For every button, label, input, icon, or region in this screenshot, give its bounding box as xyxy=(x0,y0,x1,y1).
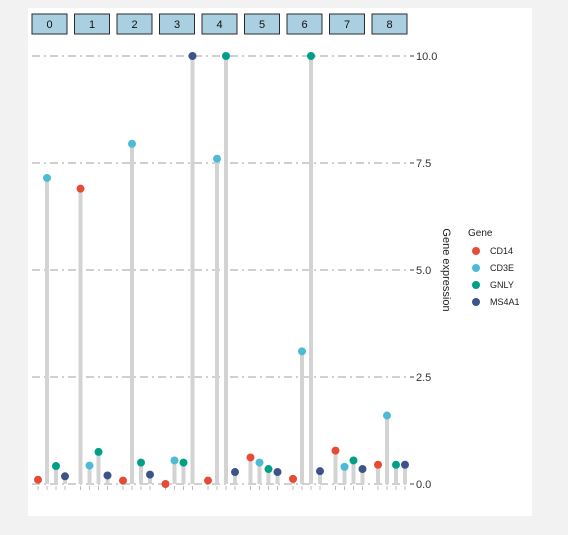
lollipop-point xyxy=(246,453,255,462)
facet-label: 6 xyxy=(301,19,307,31)
lollipop-point xyxy=(85,461,94,470)
lollipop-point xyxy=(76,184,85,193)
y-axis-title: Gene expression xyxy=(440,228,452,311)
facet-strip xyxy=(371,13,408,35)
facet-strip xyxy=(74,13,110,35)
lollipop-point xyxy=(273,468,282,477)
facet-label: 3 xyxy=(174,19,180,31)
legend-title: Gene xyxy=(468,228,493,239)
lollipop-point xyxy=(179,458,188,467)
facet-label: 4 xyxy=(216,19,222,31)
legend-swatch xyxy=(472,281,480,289)
lollipop-point xyxy=(43,173,51,182)
facet-strip xyxy=(329,13,365,35)
lollipop-point xyxy=(331,446,340,455)
legend-label: GNLY xyxy=(490,280,514,290)
lollipop-point xyxy=(264,465,273,474)
facet-strip xyxy=(244,13,280,35)
legend-label: MS4A1 xyxy=(490,297,520,307)
y-tick-label: 2.5 xyxy=(416,372,431,384)
lollipop-point xyxy=(255,458,264,467)
facet-label: 8 xyxy=(386,19,392,31)
lollipop-point xyxy=(231,468,239,477)
chart-panel: 0.0 2.5 5.0 7.5 10.0 Gene expression 0 1 2 3 4 5 6 7 8… xyxy=(28,8,532,516)
facet-strip xyxy=(31,13,68,35)
y-tick-label: 0.0 xyxy=(416,479,431,491)
lollipop-point xyxy=(103,471,112,480)
facet-strip xyxy=(201,13,238,35)
lollipop-point xyxy=(61,472,69,481)
lollipop-point xyxy=(316,467,324,476)
legend-label: CD3E xyxy=(490,263,514,273)
facet-label: 5 xyxy=(259,19,265,31)
facet-label: 1 xyxy=(89,19,95,31)
facet-strip xyxy=(116,13,153,35)
facet-strip xyxy=(159,13,195,35)
lollipop-point xyxy=(340,462,349,471)
lollipop-point xyxy=(119,476,127,485)
lollipop-point xyxy=(204,476,212,485)
facet-strip xyxy=(286,13,323,35)
y-tick-label: 10.0 xyxy=(416,51,437,63)
lollipop-point xyxy=(161,480,170,488)
lollipop-point xyxy=(349,456,358,465)
lollipop-point xyxy=(374,460,382,469)
legend-swatch xyxy=(472,298,480,306)
lollipop-point xyxy=(392,460,400,469)
legend-swatch xyxy=(472,264,480,272)
y-tick-label: 7.5 xyxy=(416,158,431,170)
facet-label: 7 xyxy=(344,19,350,31)
facet-label: 0 xyxy=(46,19,52,31)
lollipop-point xyxy=(128,139,136,148)
y-tick-label: 5.0 xyxy=(416,265,431,277)
facet-label: 2 xyxy=(131,19,137,31)
lollipop-point xyxy=(213,154,221,163)
lollipop-point xyxy=(289,474,297,483)
lollipop-point xyxy=(94,447,103,456)
lollipop-point xyxy=(34,475,42,484)
lollipop-point xyxy=(222,52,230,60)
lollipop-point xyxy=(298,347,306,356)
lollipop-point xyxy=(52,462,60,471)
lollipop-point xyxy=(358,465,367,474)
legend-swatch xyxy=(472,247,480,255)
lollipop-point xyxy=(146,470,154,479)
lollipop-point xyxy=(137,458,145,467)
lollipop-point xyxy=(188,52,197,60)
legend-label: CD14 xyxy=(490,246,513,256)
lollipop-point xyxy=(170,456,179,465)
lollipop-point xyxy=(401,460,409,469)
lollipop-point xyxy=(307,52,315,60)
lollipop-point xyxy=(383,411,391,420)
lollipop-chart: 0.0 2.5 5.0 7.5 10.0 Gene expression 0 1 2 3 4 5 6 7 8… xyxy=(31,13,520,491)
